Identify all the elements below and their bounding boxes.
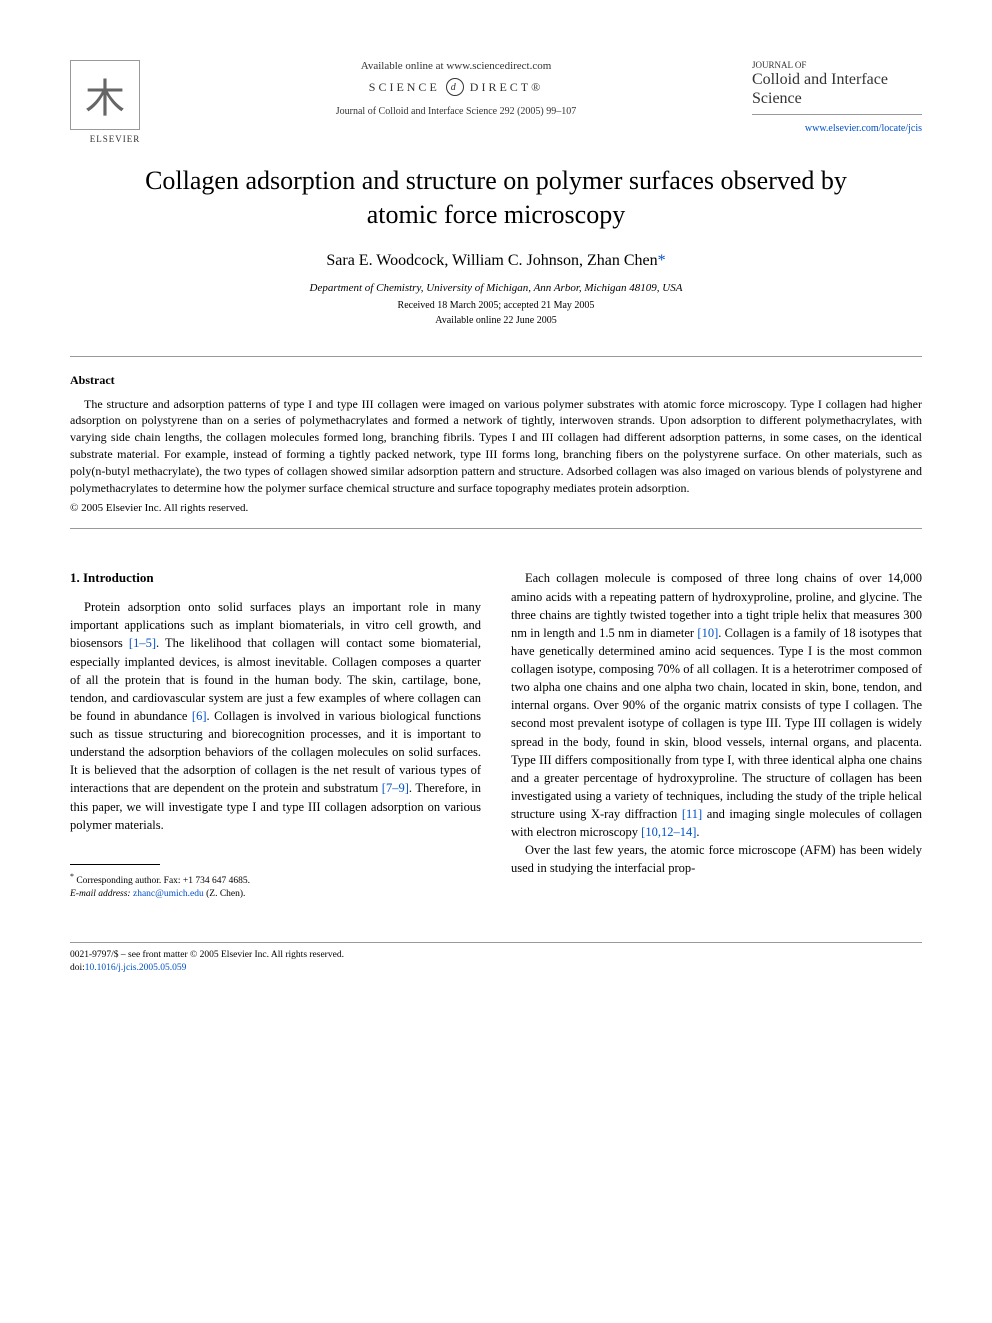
sd-word2: DIRECT®: [470, 80, 543, 95]
received-accepted-dates: Received 18 March 2005; accepted 21 May …: [70, 300, 922, 311]
abstract-heading: Abstract: [70, 373, 922, 388]
citation-11[interactable]: [11]: [682, 807, 702, 821]
right-column: Each collagen molecule is composed of th…: [511, 569, 922, 901]
citation-10-12-14[interactable]: [10,12–14]: [641, 825, 696, 839]
abstract-bottom-rule: [70, 528, 922, 529]
author-1: Sara E. Woodcock: [326, 252, 444, 269]
bottom-rule: [70, 942, 922, 943]
citation-7-9[interactable]: [7–9]: [382, 781, 409, 795]
journal-citation: Journal of Colloid and Interface Science…: [180, 106, 732, 117]
citation-10a[interactable]: [10]: [697, 626, 718, 640]
center-header: Available online at www.sciencedirect.co…: [160, 60, 752, 117]
left-column: 1. Introduction Protein adsorption onto …: [70, 569, 481, 901]
abstract-copyright: © 2005 Elsevier Inc. All rights reserved…: [70, 502, 922, 514]
author-3: Zhan Chen: [587, 252, 658, 269]
abstract-text: The structure and adsorption patterns of…: [70, 396, 922, 497]
page-header: ⽊ ELSEVIER Available online at www.scien…: [70, 60, 922, 144]
journal-url-link[interactable]: www.elsevier.com/locate/jcis: [752, 123, 922, 134]
email-link[interactable]: zhanc@umich.edu: [133, 889, 204, 899]
elsevier-logo-block: ⽊ ELSEVIER: [70, 60, 160, 144]
footnote-separator: [70, 864, 160, 865]
bottom-info: 0021-9797/$ – see front matter © 2005 El…: [70, 949, 922, 976]
corresponding-footnote: * Corresponding author. Fax: +1 734 647 …: [70, 871, 481, 902]
intro-para-1: Protein adsorption onto solid surfaces p…: [70, 598, 481, 834]
available-online-text: Available online at www.sciencedirect.co…: [180, 60, 732, 72]
sciencedirect-logo: SCIENCE d DIRECT®: [180, 78, 732, 96]
doi-label: doi:: [70, 963, 85, 973]
sd-d-icon: d: [446, 78, 464, 96]
article-title: Collagen adsorption and structure on pol…: [70, 164, 922, 232]
affiliation: Department of Chemistry, University of M…: [70, 282, 922, 294]
issn-line: 0021-9797/$ – see front matter © 2005 El…: [70, 949, 922, 962]
intro-para-3: Over the last few years, the atomic forc…: [511, 841, 922, 877]
section-1-heading: 1. Introduction: [70, 569, 481, 588]
journal-title-block: JOURNAL OF Colloid and Interface Science…: [752, 60, 922, 134]
sd-word1: SCIENCE: [369, 80, 440, 95]
body-columns: 1. Introduction Protein adsorption onto …: [70, 569, 922, 901]
journal-rule: [752, 114, 922, 115]
intro-para-2: Each collagen molecule is composed of th…: [511, 569, 922, 841]
elsevier-label: ELSEVIER: [70, 134, 160, 144]
doi-link[interactable]: 10.1016/j.jcis.2005.05.059: [85, 963, 187, 973]
email-label: E-mail address:: [70, 889, 131, 899]
corresponding-asterisk[interactable]: *: [658, 252, 666, 269]
journal-of-label: JOURNAL OF: [752, 60, 922, 70]
abstract-section: Abstract The structure and adsorption pa…: [70, 356, 922, 530]
citation-1-5[interactable]: [1–5]: [129, 636, 156, 650]
authors-line: Sara E. Woodcock, William C. Johnson, Zh…: [70, 252, 922, 270]
available-online-date: Available online 22 June 2005: [70, 315, 922, 326]
author-2: William C. Johnson: [452, 252, 579, 269]
corr-author-text: Corresponding author. Fax: +1 734 647 46…: [76, 876, 250, 886]
citation-6[interactable]: [6]: [192, 709, 207, 723]
elsevier-tree-icon: ⽊: [70, 60, 140, 130]
journal-name: Colloid and Interface Science: [752, 70, 922, 108]
email-paren: (Z. Chen).: [206, 889, 245, 899]
